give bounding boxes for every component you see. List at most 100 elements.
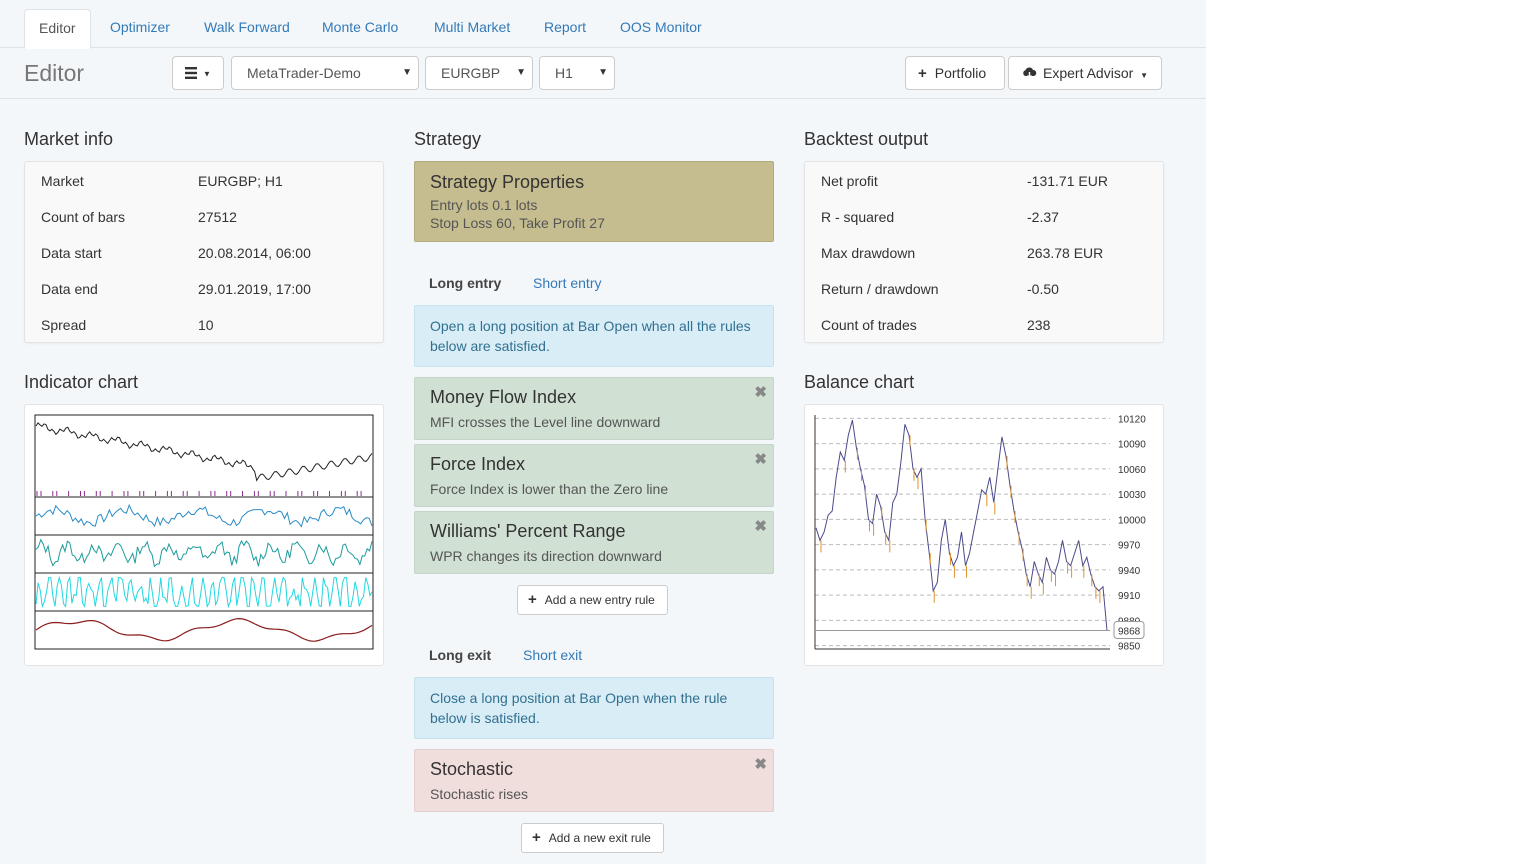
info-value: EURGBP; H1 bbox=[198, 173, 283, 189]
y-tick-label: 10090 bbox=[1118, 440, 1146, 451]
symbol-select-value: EURGBP bbox=[441, 65, 501, 81]
indicator-chart-title: Indicator chart bbox=[24, 372, 139, 392]
period-select[interactable]: H1 ▼ bbox=[539, 56, 615, 90]
force-index-line bbox=[35, 538, 373, 568]
tab-long-exit[interactable]: Long exit bbox=[429, 647, 492, 663]
account-select-value: MetaTrader-Demo bbox=[247, 65, 361, 81]
tab-short-entry[interactable]: Short entry bbox=[533, 275, 602, 291]
plus-icon: + bbox=[532, 829, 541, 846]
tab-oos-monitor[interactable]: OOS Monitor bbox=[620, 19, 702, 35]
rule-title: Stochastic bbox=[430, 759, 514, 779]
stat-value: 263.78 EUR bbox=[1027, 245, 1104, 261]
entry-rule-card[interactable]: Williams' Percent Range WPR changes its … bbox=[414, 511, 774, 574]
balance-line bbox=[815, 419, 1108, 631]
strategy-properties-card[interactable]: Strategy Properties Entry lots 0.1 lots … bbox=[414, 161, 774, 242]
stat-value: -131.71 EUR bbox=[1027, 173, 1108, 189]
expert-advisor-button[interactable]: Expert Advisor ▼ bbox=[1008, 56, 1162, 90]
chevron-down-icon: ▼ bbox=[402, 67, 412, 78]
stat-key: Max drawdown bbox=[821, 245, 916, 261]
indicator-pane bbox=[34, 534, 374, 574]
tab-short-exit[interactable]: Short exit bbox=[523, 647, 583, 663]
y-tick-label: 10120 bbox=[1118, 414, 1146, 425]
tab-monte-carlo[interactable]: Monte Carlo bbox=[322, 19, 399, 35]
y-tick-label: 10000 bbox=[1118, 515, 1146, 526]
tab-long-entry[interactable]: Long entry bbox=[429, 275, 502, 291]
remove-rule-icon[interactable]: ✖ bbox=[754, 384, 767, 401]
menu-button[interactable]: ▼ bbox=[172, 56, 224, 90]
table-row: Data end 29.01.2019, 17:00 bbox=[25, 271, 383, 307]
rule-description: MFI crosses the Level line downward bbox=[430, 414, 661, 430]
tab-editor[interactable]: Editor bbox=[24, 9, 91, 49]
backtest-output-title: Backtest output bbox=[804, 129, 929, 149]
table-row: Return / drawdown -0.50 bbox=[805, 271, 1163, 307]
tab-report[interactable]: Report bbox=[544, 19, 587, 35]
indicator-chart-panel bbox=[24, 404, 384, 666]
tab-multi-market[interactable]: Multi Market bbox=[434, 19, 511, 35]
page-title: Editor bbox=[24, 60, 85, 86]
add-entry-rule-button[interactable]: + Add a new entry rule bbox=[517, 585, 668, 615]
entry-rule-card[interactable]: Force Index Force Index is lower than th… bbox=[414, 444, 774, 507]
table-row: Data start 20.08.2014, 06:00 bbox=[25, 235, 383, 271]
tab-walk-forward[interactable]: Walk Forward bbox=[204, 19, 290, 35]
add-exit-rule-button[interactable]: + Add a new exit rule bbox=[521, 823, 664, 853]
plus-icon: + bbox=[918, 65, 927, 82]
stat-key: Net profit bbox=[821, 173, 878, 189]
table-row: Count of trades 238 bbox=[805, 307, 1163, 343]
table-row: Market EURGBP; H1 bbox=[25, 163, 383, 199]
remove-rule-icon[interactable]: ✖ bbox=[754, 756, 767, 773]
chevron-down-icon: ▼ bbox=[1140, 71, 1149, 80]
symbol-select[interactable]: EURGBP ▼ bbox=[425, 56, 533, 90]
cloud-download-icon bbox=[1022, 58, 1037, 90]
remove-rule-icon[interactable]: ✖ bbox=[754, 451, 767, 468]
portfolio-button[interactable]: + Portfolio bbox=[905, 56, 1005, 90]
tab-optimizer[interactable]: Optimizer bbox=[110, 19, 170, 35]
period-select-value: H1 bbox=[555, 65, 573, 81]
plus-icon: + bbox=[528, 591, 537, 608]
rule-title: Williams' Percent Range bbox=[430, 521, 626, 541]
volume-bars bbox=[36, 491, 362, 496]
indicator-pane bbox=[34, 610, 374, 650]
entry-lots-text: Entry lots 0.1 lots bbox=[430, 197, 538, 213]
info-key: Data start bbox=[41, 245, 102, 261]
y-tick-label: 9910 bbox=[1118, 591, 1141, 602]
info-value: 20.08.2014, 06:00 bbox=[198, 245, 311, 261]
balance-chart: 1012010090100601003010000997099409910988… bbox=[814, 414, 1146, 653]
rule-title: Money Flow Index bbox=[430, 387, 577, 407]
y-tick-label: 9850 bbox=[1118, 642, 1141, 653]
stat-value: -0.50 bbox=[1027, 281, 1059, 297]
account-select[interactable]: MetaTrader-Demo ▼ bbox=[231, 56, 419, 90]
remove-rule-icon[interactable]: ✖ bbox=[754, 518, 767, 535]
table-row: Max drawdown 263.78 EUR bbox=[805, 235, 1163, 271]
chevron-down-icon: ▼ bbox=[202, 69, 211, 79]
hamburger-icon bbox=[185, 58, 199, 90]
info-value: 27512 bbox=[198, 209, 237, 225]
market-info-panel: Market EURGBP; H1 Count of bars 27512 Data… bbox=[24, 161, 384, 343]
table-row: Count of bars 27512 bbox=[25, 199, 383, 235]
main-tabs: Editor Optimizer Walk Forward Monte Carl… bbox=[0, 0, 1206, 49]
rule-description: Stochastic rises bbox=[430, 786, 529, 802]
entry-info-alert: Open a long position at Bar Open when al… bbox=[414, 305, 774, 367]
y-tick-label: 9970 bbox=[1118, 541, 1141, 552]
info-value: 29.01.2019, 17:00 bbox=[198, 281, 311, 297]
exit-info-alert: Close a long position at Bar Open when t… bbox=[414, 677, 774, 739]
stat-key: R - squared bbox=[821, 209, 895, 225]
info-key: Market bbox=[41, 173, 84, 189]
y-tick-label: 10030 bbox=[1118, 490, 1146, 501]
chevron-down-icon: ▼ bbox=[598, 67, 608, 78]
balance-chart-title: Balance chart bbox=[804, 372, 915, 392]
strategy-title: Strategy bbox=[414, 129, 482, 149]
exit-rule-card[interactable]: Stochastic Stochastic rises ✖ bbox=[414, 749, 774, 812]
stochastic-line bbox=[35, 617, 373, 642]
last-value-badge bbox=[1113, 620, 1145, 639]
entry-rule-card[interactable]: Money Flow Index MFI crosses the Level l… bbox=[414, 377, 774, 440]
balance-chart-panel: 1012010090100601003010000997099409910988… bbox=[804, 404, 1164, 666]
y-tick-label: 10060 bbox=[1118, 465, 1146, 476]
stat-value: 238 bbox=[1027, 317, 1051, 333]
rule-title: Force Index bbox=[430, 454, 526, 474]
stat-value: -2.37 bbox=[1027, 209, 1059, 225]
table-row: Net profit -131.71 EUR bbox=[805, 163, 1163, 199]
indicator-chart bbox=[34, 414, 374, 650]
last-value-label: 9868 bbox=[1118, 626, 1141, 637]
strategy-properties-title: Strategy Properties bbox=[430, 172, 585, 192]
stop-loss-text: Stop Loss 60, Take Profit 27 bbox=[430, 215, 605, 231]
